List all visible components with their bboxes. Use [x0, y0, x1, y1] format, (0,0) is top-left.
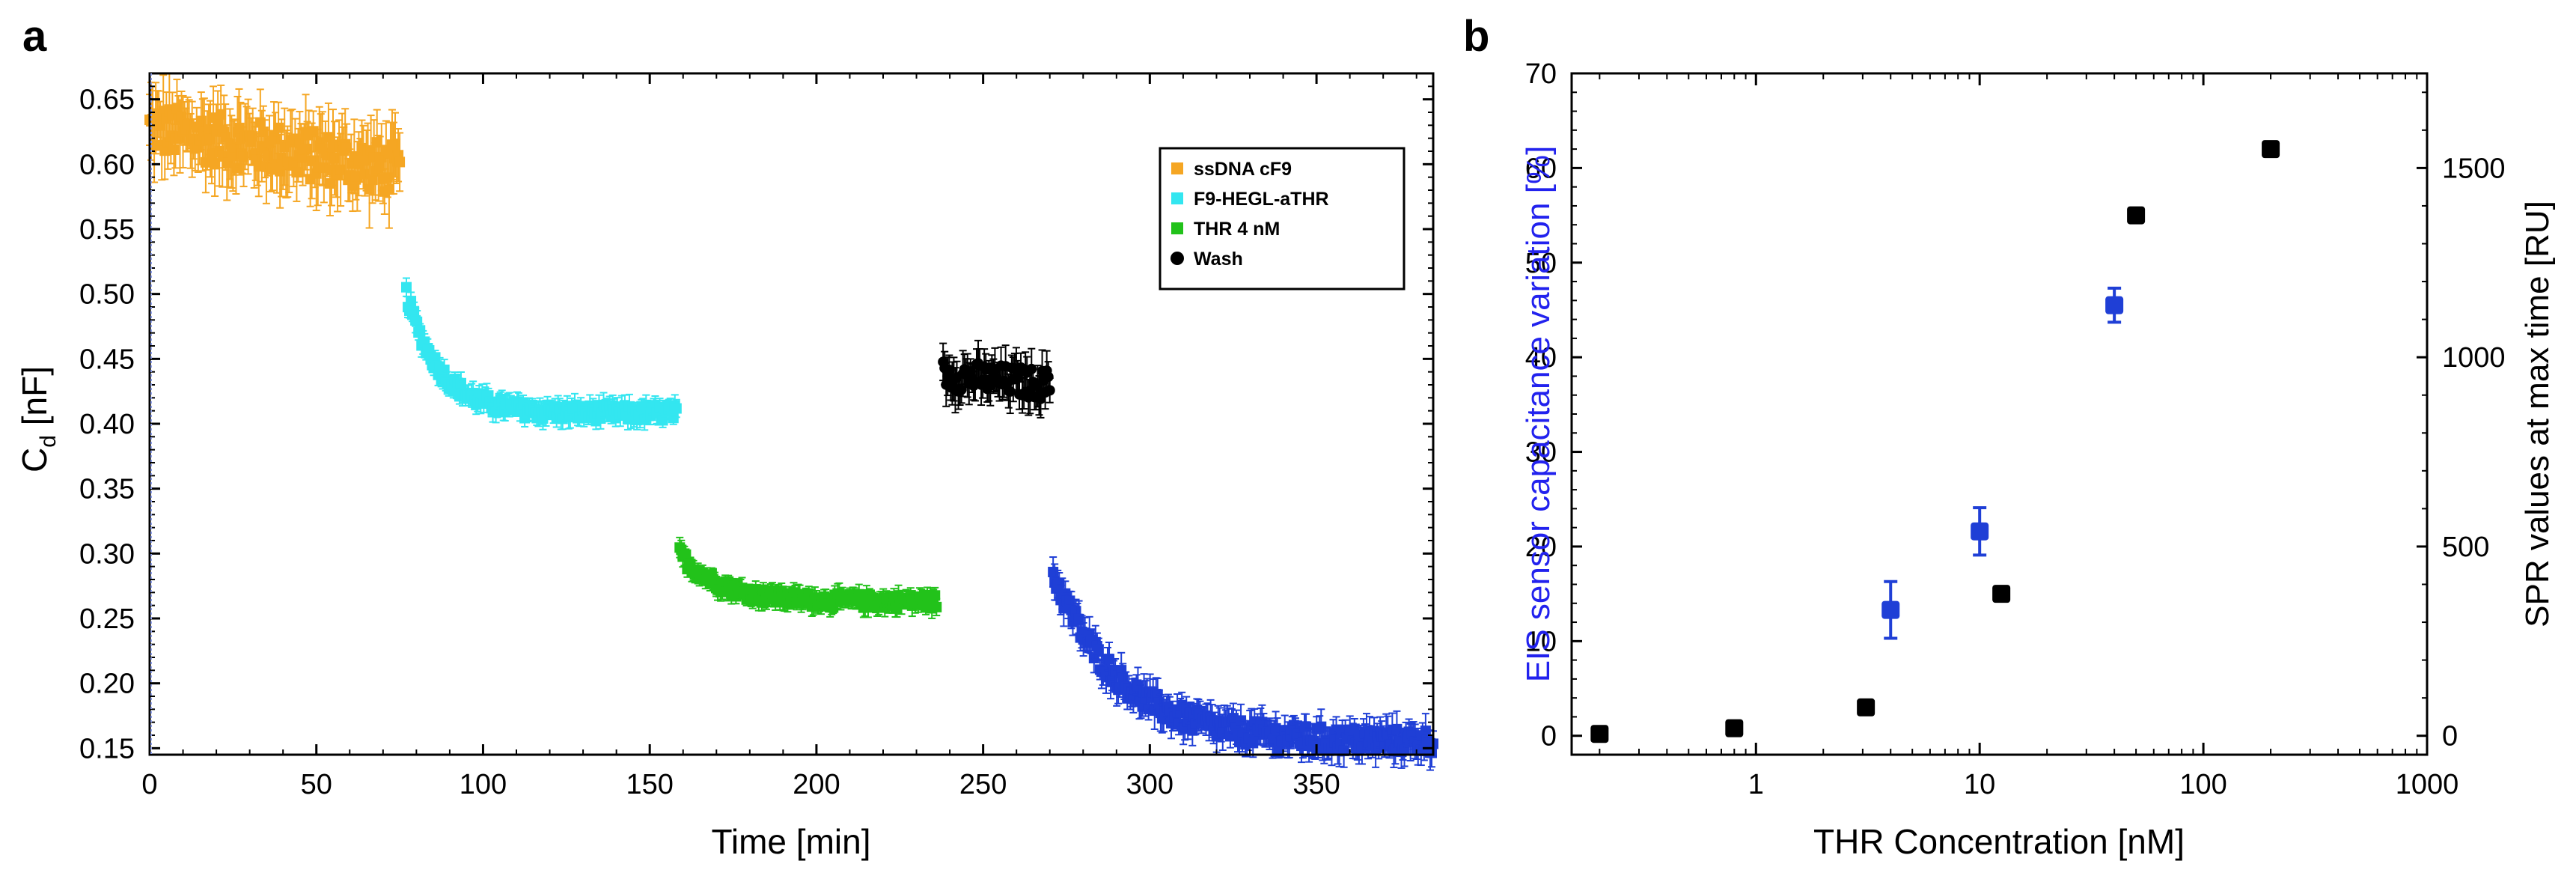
- panel-b-ytick-label-right: 500: [2442, 532, 2489, 563]
- panel-a-xlabel: Time [min]: [712, 822, 871, 861]
- legend-marker-ssdna: [1171, 162, 1183, 174]
- panel-b-xtick-label: 1000: [2396, 769, 2459, 800]
- panel-b-ytick-label-right: 1000: [2442, 342, 2506, 374]
- legend-label-thr: THR 4 nM: [1194, 219, 1280, 240]
- panel-a-xtick-label: 150: [626, 769, 673, 800]
- data-point: [394, 156, 406, 168]
- panel-a-ytick-label: 0.40: [79, 409, 135, 440]
- panel-a-label: a: [22, 12, 47, 61]
- panel-b-xlabel: THR Concentration [nM]: [1813, 822, 2185, 861]
- panel-b-ytick-label-left: 20: [1525, 532, 1557, 563]
- legend-label-ssdna: ssDNA cF9: [1194, 159, 1292, 180]
- data-point: [1992, 585, 2011, 603]
- panel-a-ytick-label: 0.20: [79, 669, 135, 700]
- data-point: [1104, 654, 1115, 665]
- panel-b-label: b: [1463, 12, 1489, 61]
- data-point: [2127, 206, 2146, 225]
- panel-b-ytick-label-left: 60: [1525, 153, 1557, 184]
- panel-b-ytick-label-left: 40: [1525, 342, 1557, 374]
- data-point: [956, 384, 967, 395]
- panel-a-ytick-label: 0.55: [79, 214, 135, 246]
- panel-b-xtick-label: 100: [2179, 769, 2226, 800]
- panel-b-series-eis: [1881, 286, 2124, 640]
- data-point: [1044, 385, 1055, 396]
- panel-a-data: [144, 72, 1438, 771]
- panel-b-axes: 1 10 100 1000 0 10 20 30 40 50 60 70 0 500 1000 1500: [1525, 58, 2506, 800]
- panel-a-ytick-label: 0.65: [79, 85, 135, 116]
- panel-b-ytick-label-left: 30: [1525, 437, 1557, 469]
- panel-b-ytick-label-right: 1500: [2442, 153, 2506, 184]
- panel-a-xtick-label: 250: [959, 769, 1007, 800]
- data-point: [401, 282, 412, 293]
- legend-marker-wash: [1171, 252, 1184, 265]
- panel-a-axes: 0 50 100 150 200 250 300 350 0.15 0.20 0.25 0.30 0.3…: [79, 73, 1433, 800]
- panel-a-ytick-label: 0.50: [79, 279, 135, 311]
- panel-b-xtick-label: 10: [1964, 769, 1995, 800]
- panel-b-series-spr: [1590, 140, 2280, 743]
- panel-a-ytick-label: 0.30: [79, 538, 135, 570]
- data-point: [1881, 600, 1900, 619]
- data-point: [430, 352, 441, 363]
- panel-a-series-4: [1048, 556, 1438, 771]
- data-point: [671, 403, 682, 414]
- panel-a-ytick-label: 0.35: [79, 474, 135, 505]
- data-point: [200, 156, 211, 168]
- data-point: [1725, 719, 1744, 737]
- panel-a-series-0: [144, 72, 406, 229]
- data-point: [168, 145, 180, 156]
- panel-a-series-3: [938, 339, 1055, 419]
- panel-b-ytick-label-right: 0: [2442, 721, 2458, 752]
- panel-a-frame: [148, 72, 1435, 756]
- panel-a-xtick-label: 100: [460, 769, 507, 800]
- panel-b-ytick-label-left: 10: [1525, 626, 1557, 657]
- data-point: [308, 126, 319, 137]
- data-point: [383, 184, 394, 195]
- panel-a-series-1: [401, 277, 682, 431]
- data-point: [455, 377, 466, 389]
- panel-b-xtick-label: 1: [1748, 769, 1764, 800]
- data-point: [1064, 595, 1075, 606]
- panel-a-xtick-label: 50: [301, 769, 332, 800]
- panel-a-ylabel: Cd [nF]: [15, 366, 61, 472]
- panel-a-ytick-label: 0.45: [79, 344, 135, 375]
- data-point: [1590, 725, 1609, 743]
- panel-b-ylabel-left: EIS sensor capacitance variation [%]: [1520, 146, 1557, 683]
- legend-label-wash: Wash: [1194, 249, 1243, 270]
- data-point: [1043, 371, 1054, 383]
- panel-a-xtick-label: 0: [141, 769, 157, 800]
- panel-a-ytick-label: 0.60: [79, 149, 135, 180]
- data-point: [1048, 567, 1059, 578]
- data-point: [931, 601, 942, 612]
- data-point: [1971, 522, 1989, 541]
- data-point: [2105, 296, 2124, 314]
- panel-a-xtick-label: 300: [1126, 769, 1173, 800]
- panel-b-data: [1590, 140, 2280, 743]
- panel-a-xtick-label: 200: [793, 769, 840, 800]
- legend-box: [1159, 147, 1405, 290]
- panel-a-ytick-label: 0.15: [79, 733, 135, 764]
- panel-a-xtick-label: 350: [1292, 769, 1340, 800]
- data-point: [1093, 644, 1104, 655]
- data-point: [2262, 140, 2280, 159]
- legend-marker-thr: [1171, 222, 1183, 234]
- panel-b-frame: [1570, 72, 2429, 756]
- panel-b-ytick-label-left: 50: [1525, 248, 1557, 279]
- panel-b-ytick-label-left: 70: [1525, 58, 1557, 90]
- data-point: [1857, 698, 1875, 717]
- legend-label-f9: F9-HEGL-aTHR: [1194, 189, 1329, 210]
- panel-a-series-2: [674, 536, 942, 619]
- legend-marker-f9: [1171, 192, 1183, 204]
- panel-a-ytick-label: 0.25: [79, 603, 135, 635]
- panel-b-ylabel-right: SPR values at max time [RU]: [2519, 201, 2556, 627]
- panel-a-legend: ssDNA cF9 F9-HEGL-aTHR THR 4 nM Wash: [1159, 147, 1405, 290]
- panel-b-ytick-label-left: 0: [1541, 721, 1557, 752]
